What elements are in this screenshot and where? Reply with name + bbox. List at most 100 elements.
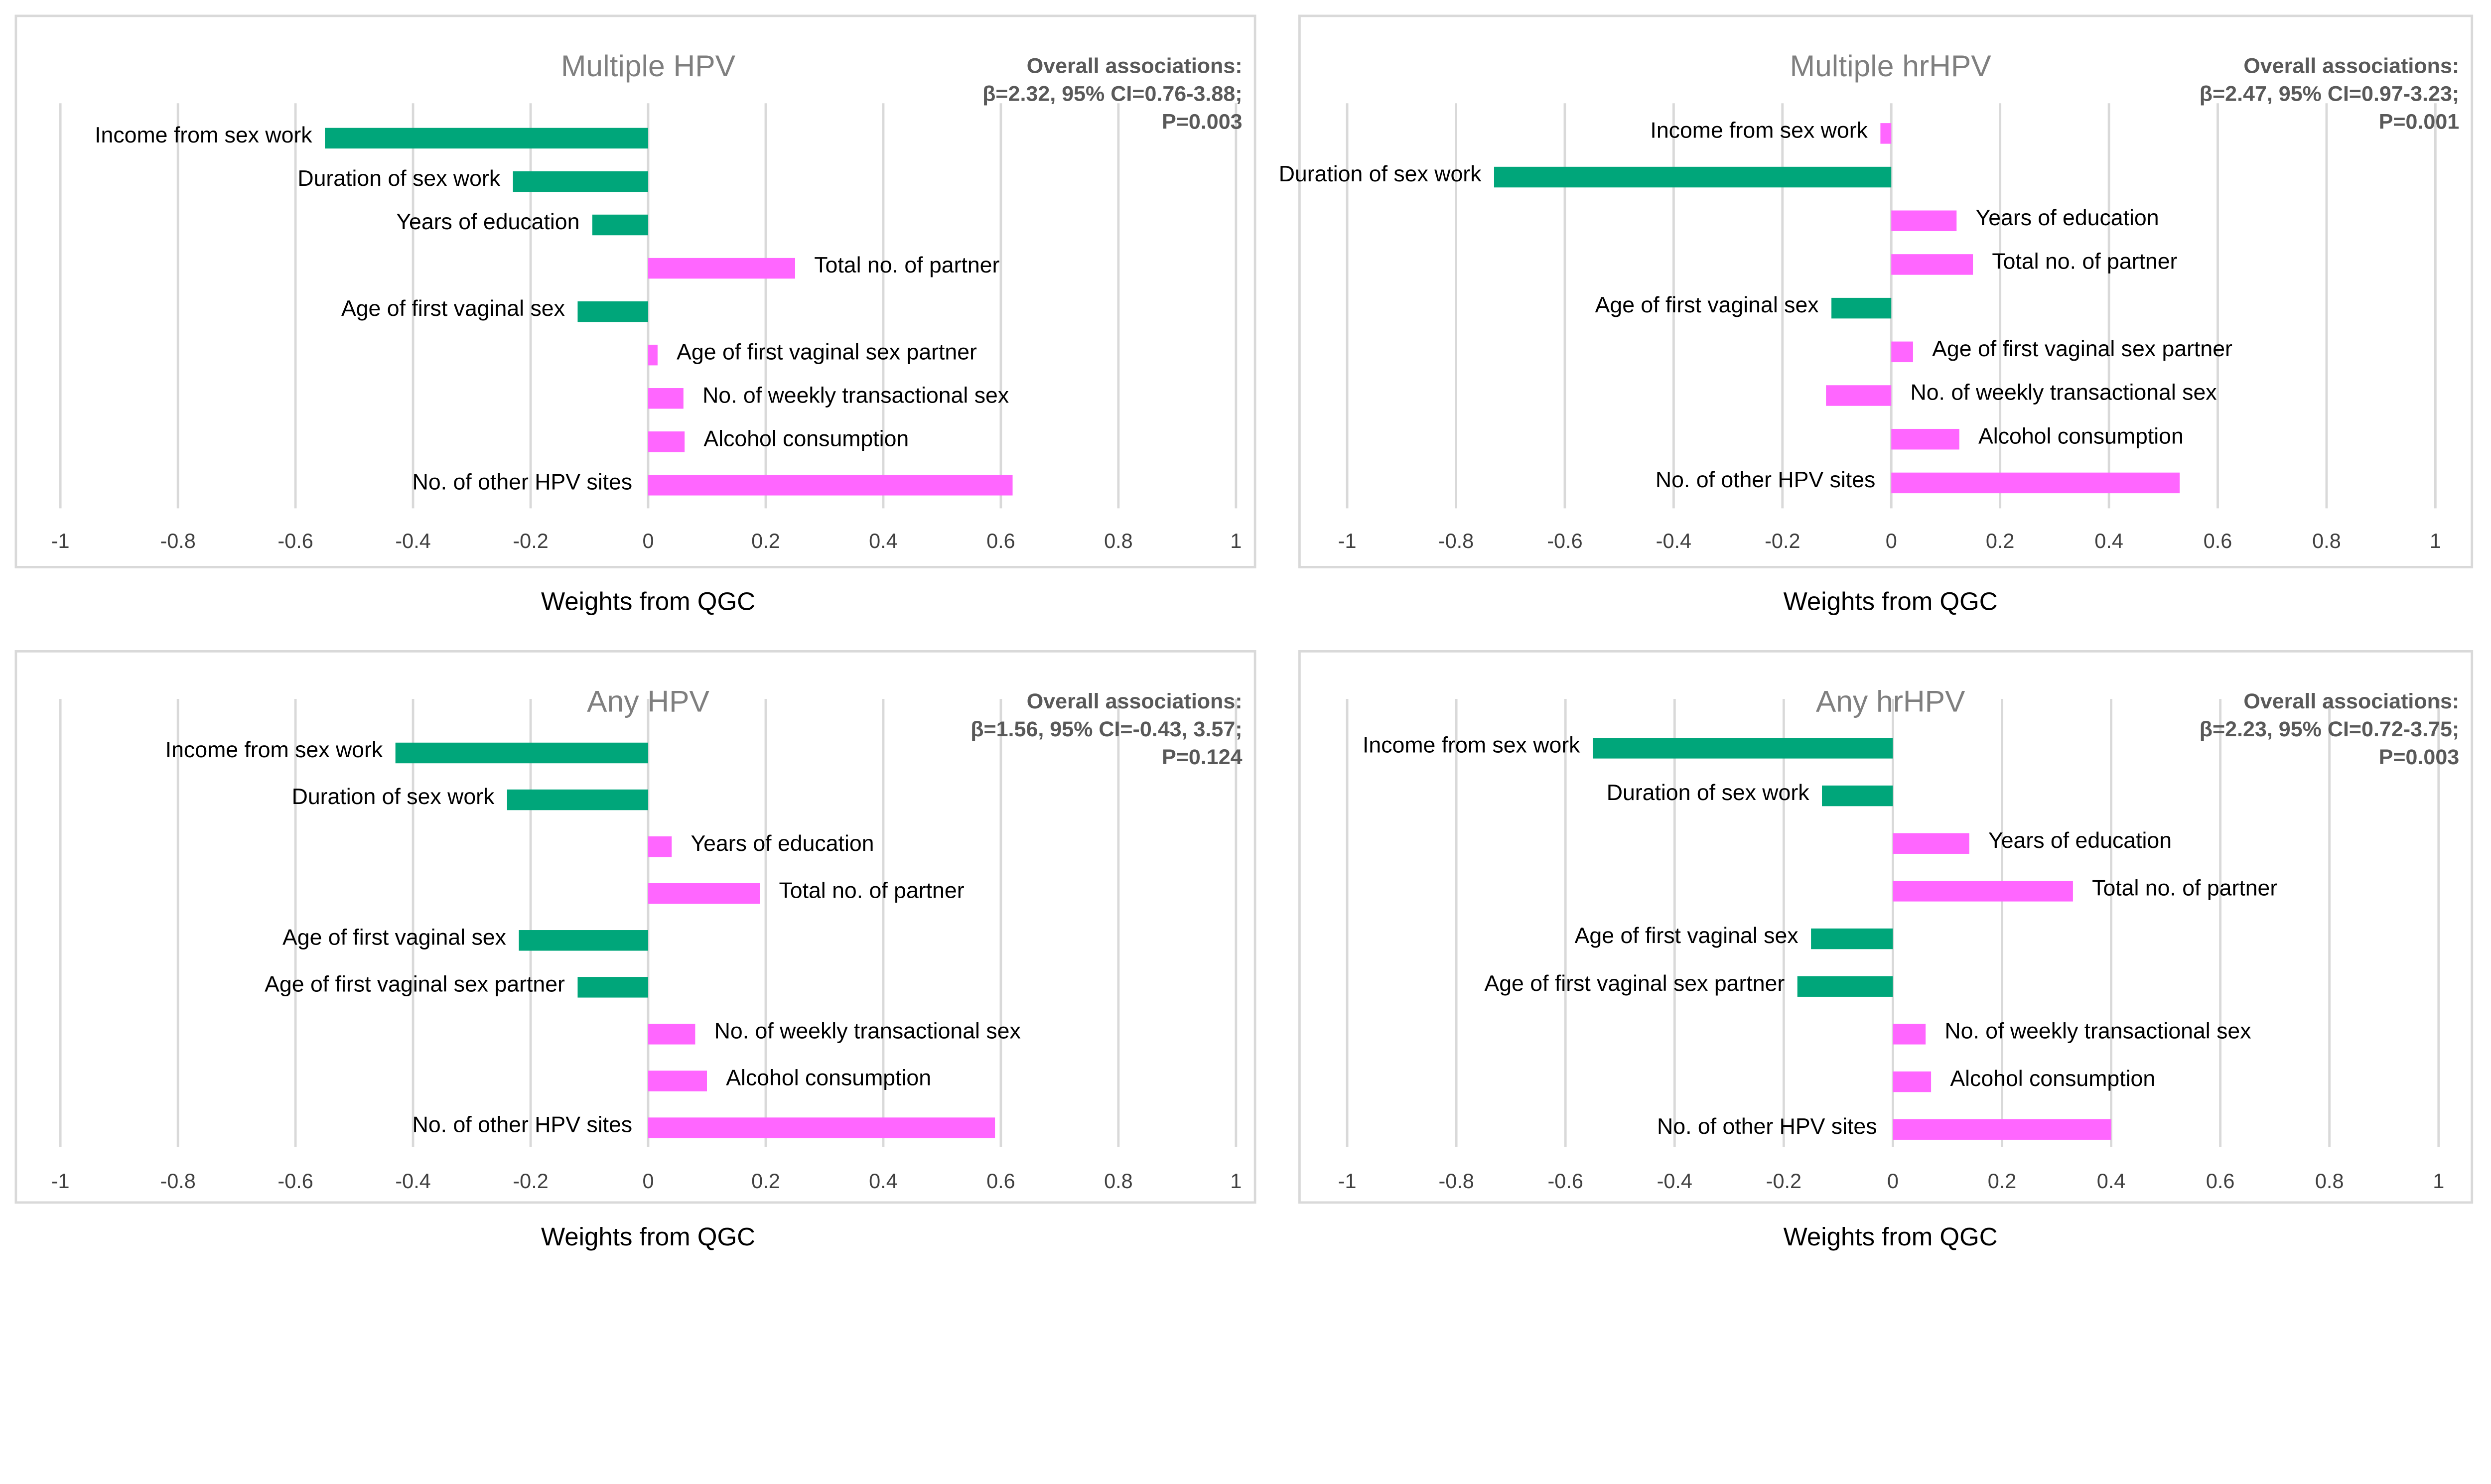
chart-panel: -1 -0.8 -0.6 -0.4 -0.2 0 0.2 0.4 0.6 0.8 1 Multiple… (1279, 14, 2474, 568)
chart-panel: -1 -0.8 -0.6 -0.4 -0.2 0 0.2 0.4 0.6 0.8 1 Any HPV O… (14, 650, 1256, 1204)
bar-category-label: No. of other HPV sites (413, 1113, 632, 1137)
x-tick-label: 1 (2433, 1169, 2444, 1193)
bar-category-label: Years of education (1976, 206, 2159, 230)
overall-association-text: Overall associations: (2243, 689, 2459, 713)
bar (648, 344, 658, 366)
bar (1893, 833, 1969, 854)
overall-association-text: P=0.124 (1162, 745, 1243, 769)
x-tick-label: 0 (1887, 1169, 1899, 1193)
bar (1893, 1024, 1926, 1045)
x-tick-label: -0.2 (513, 529, 548, 552)
x-tick-label: 0 (642, 1169, 654, 1193)
x-tick-label: -0.8 (1438, 1169, 1474, 1193)
x-tick-label: 0.8 (1104, 529, 1133, 552)
x-tick-label: 0.2 (751, 529, 780, 552)
x-tick-label: -0.4 (1656, 529, 1691, 552)
bar (1822, 785, 1893, 807)
bar-category-label: No. of weekly transactional sex (714, 1019, 1021, 1044)
bar (1893, 1071, 1932, 1092)
panel-title: Multiple HPV (561, 49, 736, 83)
bar (1826, 385, 1892, 406)
bar-category-label: Duration of sex work (1279, 162, 1482, 186)
bar-category-label: Income from sex work (1363, 733, 1580, 758)
x-tick-label: 0.4 (869, 1169, 898, 1193)
x-tick-label: -0.6 (277, 1169, 313, 1193)
bar-category-label: Years of education (691, 831, 874, 856)
panel-title: Any HPV (587, 684, 709, 718)
x-tick-label: 0.2 (1986, 529, 2015, 552)
bar (325, 128, 649, 149)
panel-title: Any hrHPV (1816, 684, 1965, 718)
bar (513, 171, 649, 192)
bar-category-label: Alcohol consumption (1950, 1067, 2155, 1091)
bar (648, 836, 672, 857)
x-tick-label: 0.6 (986, 1169, 1015, 1193)
overall-association-text: Overall associations: (2243, 54, 2459, 78)
overall-association-text: β=2.23, 95% CI=0.72-3.75; (2200, 717, 2459, 741)
overall-association-text: β=1.56, 95% CI=-0.43, 3.57; (970, 717, 1242, 741)
overall-association-text: P=0.003 (2379, 745, 2460, 769)
bar (648, 475, 1013, 496)
x-tick-label: -0.4 (1657, 1169, 1692, 1193)
bar-category-label: No. of weekly transactional sex (1944, 1019, 2251, 1044)
x-tick-label: -1 (51, 529, 70, 552)
bar-category-label: Age of first vaginal sex partner (677, 340, 977, 364)
bar (1797, 976, 1893, 997)
x-tick-label: -0.2 (1766, 1169, 1801, 1193)
overall-association-text: P=0.003 (1162, 110, 1243, 134)
panel-border (14, 14, 1256, 568)
overall-association-text: β=2.47, 95% CI=0.97-3.23; (2200, 82, 2459, 106)
x-tick-label: -0.2 (1765, 529, 1800, 552)
x-tick-label: 0.6 (986, 529, 1015, 552)
bar-category-label: Total no. of partner (814, 253, 999, 277)
x-tick-label: 0.8 (2312, 529, 2341, 552)
panel-border (1298, 14, 2474, 568)
bar-category-label: Years of education (396, 210, 579, 234)
bar-category-label: No. of weekly transactional sex (702, 383, 1009, 407)
bar-category-label: No. of weekly transactional sex (1911, 381, 2217, 405)
bar (395, 742, 649, 764)
bar (1831, 297, 1892, 319)
x-axis-label: Weights from QGC (1784, 1222, 1998, 1251)
bar-category-label: Age of first vaginal sex partner (1484, 971, 1785, 996)
bar-category-label: Income from sex work (1650, 118, 1868, 142)
bar-category-label: Income from sex work (165, 738, 383, 762)
x-tick-label: 0.8 (1104, 1169, 1133, 1193)
x-tick-label: -0.2 (513, 1169, 548, 1193)
bar-category-label: Income from sex work (95, 123, 312, 147)
bar (1592, 738, 1893, 759)
overall-association-text: β=2.32, 95% CI=0.76-3.88; (982, 82, 1242, 106)
bar (1891, 341, 1913, 363)
bar-category-label: Years of education (1988, 828, 2172, 853)
bar (648, 431, 685, 452)
overall-association-text: P=0.001 (2379, 110, 2460, 134)
bar (648, 1071, 707, 1091)
chart-panel: -1 -0.8 -0.6 -0.4 -0.2 0 0.2 0.4 0.6 0.8 1 Any hrHP… (1298, 650, 2474, 1204)
x-tick-label: 0.4 (2094, 529, 2123, 552)
x-tick-label: 1 (1230, 529, 1242, 552)
bar (1880, 123, 1892, 144)
x-tick-label: 0.2 (1988, 1169, 2017, 1193)
bar-category-label: Age of first vaginal sex (341, 296, 565, 321)
bar (577, 301, 649, 322)
overall-association-text: Overall associations: (1027, 54, 1243, 78)
bar (1494, 166, 1892, 188)
bar (1893, 1119, 2111, 1140)
x-tick-label: 0.8 (2315, 1169, 2344, 1193)
qgc-weights-figure: -1 -0.8 -0.6 -0.4 -0.2 0 0.2 0.4 0.6 0.8 1 Multiple… (14, 14, 2474, 1251)
x-tick-label: -0.8 (1438, 529, 1474, 552)
bar-category-label: No. of other HPV sites (1657, 1114, 1877, 1139)
bar-category-label: Alcohol consumption (703, 426, 909, 451)
bar (648, 258, 795, 279)
x-tick-label: -0.8 (160, 1169, 195, 1193)
bar-category-label: Alcohol consumption (726, 1066, 931, 1090)
x-tick-label: -0.6 (277, 529, 313, 552)
chart-panel: -1 -0.8 -0.6 -0.4 -0.2 0 0.2 0.4 0.6 0.8 1 Multiple… (14, 14, 1256, 568)
bar (519, 930, 649, 951)
panel-title: Multiple hrHPV (1790, 49, 1992, 83)
bar-category-label: Age of first vaginal sex (282, 925, 506, 949)
bar-category-label: Duration of sex work (1607, 781, 1809, 805)
bar (507, 789, 649, 810)
x-tick-label: 0.2 (751, 1169, 780, 1193)
bar (1891, 428, 1959, 450)
